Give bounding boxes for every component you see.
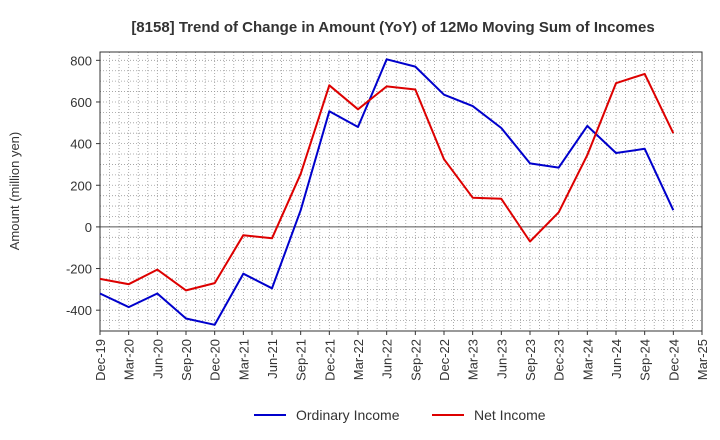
y-tick-label: -400 <box>66 303 92 318</box>
x-tick-label: Sep-21 <box>294 339 309 381</box>
x-tick-label: Mar-25 <box>695 339 710 380</box>
y-tick-label: -200 <box>66 262 92 277</box>
y-tick-label: 800 <box>70 53 92 68</box>
x-tick-label: Sep-23 <box>523 339 538 381</box>
x-tick-label: Jun-24 <box>609 339 624 379</box>
y-axis-label: Amount (million yen) <box>7 132 22 251</box>
plot-frame <box>99 51 703 332</box>
x-tick-label: Mar-21 <box>236 339 251 380</box>
x-tick-label: Dec-23 <box>552 339 567 381</box>
y-tick-label: 200 <box>70 178 92 193</box>
plot-background <box>100 52 702 331</box>
x-tick-label: Sep-24 <box>638 339 653 381</box>
legend: Ordinary Income Net Income <box>254 407 546 423</box>
x-tick-label: Dec-24 <box>666 339 681 381</box>
legend-label: Net Income <box>474 407 546 423</box>
y-tick-label: 0 <box>85 220 92 235</box>
x-tick-label: Sep-20 <box>179 339 194 381</box>
plot-area: -400 -200 0 200 400 600 800 Dec-19 Mar-20 Jun-20 S… <box>66 51 710 381</box>
legend-label: Ordinary Income <box>296 407 400 423</box>
x-tick-label: Jun-22 <box>380 339 395 379</box>
x-tick-label: Sep-22 <box>408 339 423 381</box>
x-tick-label: Jun-23 <box>494 339 509 379</box>
x-tick-label: Mar-20 <box>122 339 137 380</box>
y-tick-label: 400 <box>70 137 92 152</box>
x-tick-label: Jun-21 <box>265 339 280 379</box>
x-tick-label: Mar-23 <box>466 339 481 380</box>
series-line-net-income <box>99 72 675 292</box>
series-line-ordinary-income <box>99 58 675 326</box>
x-tick-label: Dec-21 <box>322 339 337 381</box>
chart-title: [8158] Trend of Change in Amount (YoY) o… <box>131 19 654 36</box>
x-tick-label: Mar-24 <box>580 339 595 380</box>
x-tick-label: Jun-20 <box>150 339 165 379</box>
x-tick-label: Mar-22 <box>351 339 366 380</box>
x-tick-label: Dec-19 <box>93 339 108 381</box>
y-tick-label: 600 <box>70 95 92 110</box>
x-tick-label: Dec-20 <box>208 339 223 381</box>
x-tick-label: Dec-22 <box>437 339 452 381</box>
